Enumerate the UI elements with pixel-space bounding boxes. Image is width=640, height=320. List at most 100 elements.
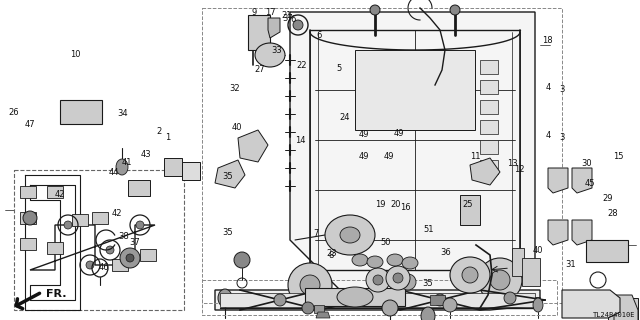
Bar <box>60 100 102 124</box>
Bar <box>182 162 200 180</box>
Ellipse shape <box>367 256 383 268</box>
Text: 21: 21 <box>282 11 292 20</box>
Text: 6: 6 <box>316 31 321 40</box>
Bar <box>480 120 498 134</box>
Polygon shape <box>614 295 638 320</box>
Ellipse shape <box>352 254 368 266</box>
Bar <box>355 50 475 130</box>
Text: 7: 7 <box>313 229 318 238</box>
Ellipse shape <box>300 275 320 295</box>
Polygon shape <box>215 290 540 310</box>
Text: 38: 38 <box>119 232 129 241</box>
Polygon shape <box>572 220 592 245</box>
Text: 1: 1 <box>165 133 170 142</box>
Ellipse shape <box>86 261 94 269</box>
Bar <box>314 305 324 313</box>
Text: 49: 49 <box>358 130 369 139</box>
Text: 27: 27 <box>255 65 265 74</box>
Text: 13: 13 <box>507 159 517 168</box>
Bar <box>248 15 270 50</box>
Text: 2: 2 <box>156 127 161 136</box>
Ellipse shape <box>462 267 478 283</box>
Bar <box>92 212 108 224</box>
Bar <box>47 242 63 254</box>
Ellipse shape <box>340 227 360 243</box>
Bar <box>112 259 128 271</box>
Ellipse shape <box>293 20 303 30</box>
Text: 25: 25 <box>462 200 472 209</box>
Text: 43: 43 <box>141 150 151 159</box>
Ellipse shape <box>400 274 416 290</box>
Text: 36: 36 <box>440 248 451 257</box>
Text: 46: 46 <box>99 263 109 272</box>
Ellipse shape <box>533 298 543 312</box>
Ellipse shape <box>64 221 72 229</box>
Text: 15: 15 <box>613 152 623 161</box>
Bar <box>305 288 405 306</box>
Text: 26: 26 <box>9 108 19 117</box>
Bar <box>460 195 480 225</box>
Bar <box>480 60 498 74</box>
Ellipse shape <box>450 257 490 293</box>
Text: 29: 29 <box>603 194 613 203</box>
Ellipse shape <box>274 294 286 306</box>
Text: 6: 6 <box>291 15 296 24</box>
Text: 4: 4 <box>546 84 551 92</box>
Bar <box>14 170 184 310</box>
Ellipse shape <box>373 275 383 285</box>
Ellipse shape <box>393 273 403 283</box>
Ellipse shape <box>366 268 390 292</box>
Polygon shape <box>238 130 268 162</box>
Polygon shape <box>215 160 245 188</box>
Ellipse shape <box>490 270 510 290</box>
Text: 30: 30 <box>581 159 591 168</box>
Ellipse shape <box>354 294 366 306</box>
Text: 10: 10 <box>70 50 81 59</box>
Text: 9: 9 <box>252 8 257 17</box>
Text: 14: 14 <box>296 136 306 145</box>
Bar <box>586 240 628 262</box>
Text: 28: 28 <box>608 209 618 218</box>
Bar <box>480 80 498 94</box>
Bar <box>164 158 182 176</box>
Bar <box>20 212 36 224</box>
Text: TL24B4010E: TL24B4010E <box>593 312 635 318</box>
Text: 3: 3 <box>559 133 564 142</box>
Ellipse shape <box>478 258 522 302</box>
Ellipse shape <box>443 298 457 312</box>
Bar <box>20 238 36 250</box>
Bar <box>480 160 498 174</box>
Bar <box>480 100 498 114</box>
Text: 49: 49 <box>394 129 404 138</box>
Polygon shape <box>290 12 535 295</box>
Ellipse shape <box>386 266 410 290</box>
Bar <box>202 280 557 315</box>
Bar <box>522 258 540 286</box>
Text: 45: 45 <box>585 179 595 188</box>
Text: 31: 31 <box>566 260 576 269</box>
Text: 49: 49 <box>384 152 394 161</box>
Text: 47: 47 <box>24 120 35 129</box>
Text: 17: 17 <box>265 8 275 17</box>
Ellipse shape <box>288 263 332 307</box>
Ellipse shape <box>116 159 128 175</box>
Bar <box>220 293 535 307</box>
Ellipse shape <box>387 254 403 266</box>
Bar <box>128 180 150 196</box>
Text: 12: 12 <box>515 165 525 174</box>
Ellipse shape <box>504 292 516 304</box>
Text: 3: 3 <box>559 85 564 94</box>
Text: 42: 42 <box>111 209 122 218</box>
Text: 33: 33 <box>271 46 282 55</box>
Text: 44: 44 <box>109 168 119 177</box>
Bar <box>480 140 498 154</box>
Ellipse shape <box>136 221 144 229</box>
Ellipse shape <box>218 289 232 307</box>
Polygon shape <box>572 168 592 193</box>
Ellipse shape <box>434 294 446 306</box>
Ellipse shape <box>325 215 375 255</box>
Bar <box>608 298 638 320</box>
Bar <box>20 186 36 198</box>
Text: 40: 40 <box>232 124 242 132</box>
Ellipse shape <box>382 300 398 316</box>
